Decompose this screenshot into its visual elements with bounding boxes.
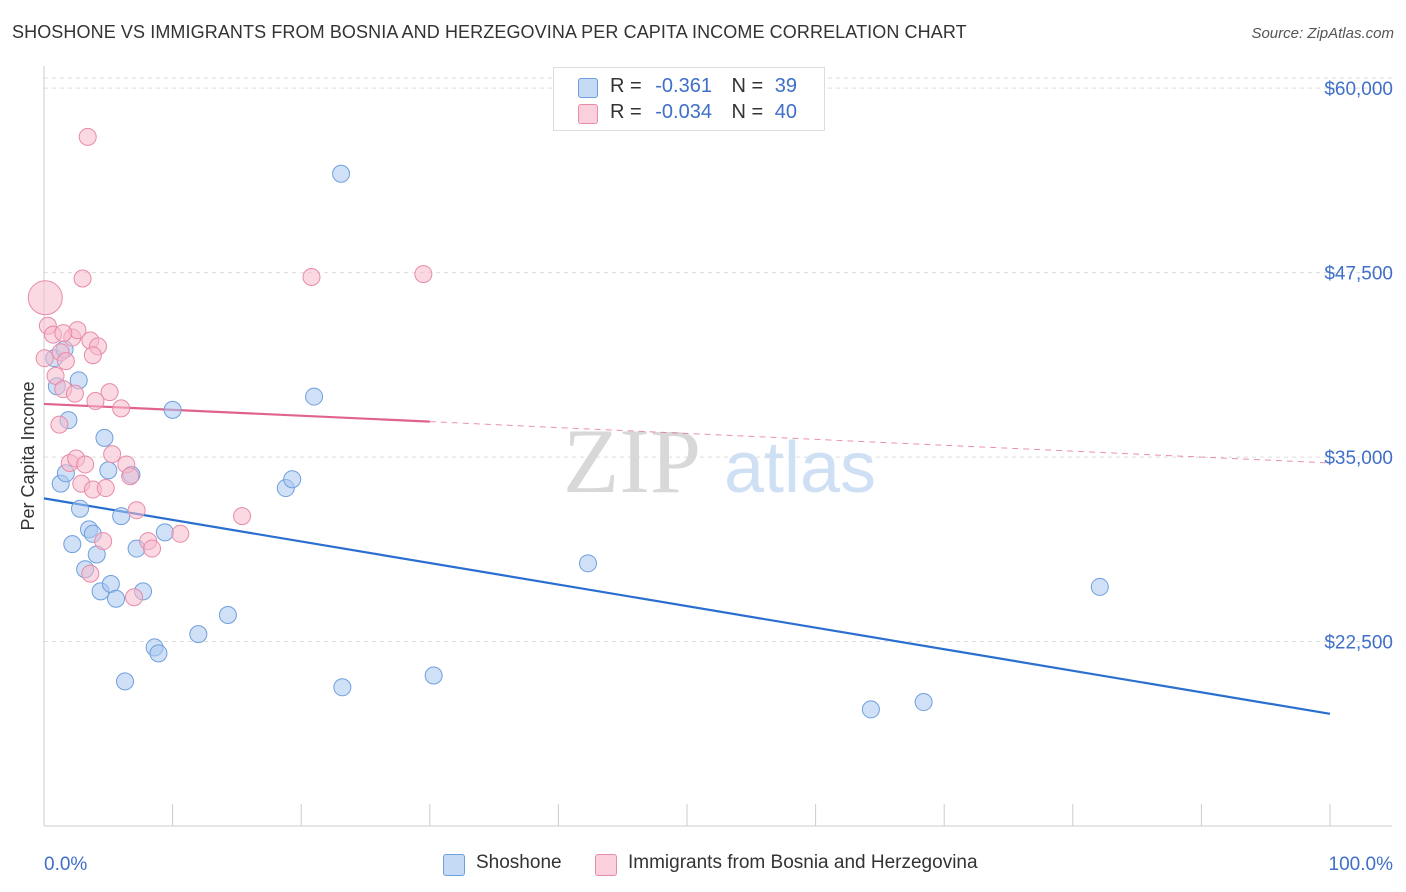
shoshone-point (1090, 577, 1109, 596)
n-value: 40 (774, 101, 798, 123)
bosnia-point (127, 501, 146, 520)
shoshone-point (63, 535, 82, 554)
y-tick-label: $60,000 (1324, 79, 1393, 100)
data-points (27, 127, 1109, 719)
axes (43, 66, 1392, 827)
bosnia-point (65, 384, 84, 403)
bosnia-point (27, 280, 63, 316)
bosnia-point (100, 383, 119, 402)
n-label: N = (731, 75, 764, 97)
shoshone-point (107, 589, 126, 608)
shoshone-point (163, 400, 182, 419)
bosnia-point (125, 588, 144, 607)
bosnia-point (46, 366, 65, 385)
legend-label: Immigrants from Bosnia and Herzegovina (628, 852, 978, 873)
shoshone-point (578, 554, 597, 573)
shoshone-point (149, 644, 168, 663)
shoshone-point (71, 499, 90, 518)
shoshone-point (99, 461, 118, 480)
legend-row-text: R = -0.361 N = 39 (610, 75, 797, 98)
bosnia-point (94, 532, 113, 551)
trend-lines (43, 402, 1331, 715)
bosnia-point (81, 564, 100, 583)
y-axis-label: Per Capita Income (18, 381, 38, 530)
trend-line-dashed (429, 421, 1331, 464)
bosnia-point (76, 455, 95, 474)
r-value: -0.361 (655, 75, 712, 97)
shoshone-point (333, 678, 352, 697)
shoshone-point (914, 693, 933, 712)
bosnia-point (56, 352, 75, 371)
gridlines (44, 77, 1392, 643)
shoshone-point (112, 507, 131, 526)
trend-line-solid (43, 402, 430, 423)
shoshone-point (305, 387, 324, 406)
shoshone-swatch (443, 854, 465, 876)
bosnia-point (83, 346, 102, 365)
bosnia-swatch (595, 854, 617, 876)
legend-label: Shoshone (476, 852, 562, 873)
source-label: Source: ZipAtlas.com (1251, 25, 1394, 42)
bosnia-point (50, 415, 69, 434)
bosnia-point (86, 391, 105, 410)
shoshone-point (218, 605, 237, 624)
y-tick-label: $22,500 (1324, 633, 1393, 654)
watermark-zip: ZIP (563, 410, 701, 512)
shoshone-point (283, 470, 302, 489)
n-label: N = (731, 101, 764, 123)
bosnia-point (233, 507, 252, 526)
shoshone-swatch (578, 78, 598, 98)
trend-line-solid (43, 497, 1331, 715)
bosnia-point (121, 467, 140, 486)
shoshone-point (95, 428, 114, 447)
bosnia-point (414, 265, 433, 284)
bosnia-point (171, 524, 190, 543)
bosnia-swatch (578, 104, 598, 124)
shoshone-point (424, 666, 443, 685)
bosnia-point (96, 479, 115, 498)
watermark: ZIP atlas (563, 410, 876, 512)
y-tick-label: $35,000 (1324, 448, 1393, 469)
shoshone-point (116, 672, 135, 691)
bosnia-point (54, 324, 73, 343)
shoshone-point (861, 700, 880, 719)
bosnia-point (143, 539, 162, 558)
chart-title: SHOSHONE VS IMMIGRANTS FROM BOSNIA AND H… (12, 22, 967, 42)
shoshone-point (189, 625, 208, 644)
bosnia-point (103, 445, 122, 464)
bosnia-point (78, 127, 97, 146)
x-tick-label: 0.0% (44, 854, 87, 875)
bosnia-point (112, 399, 131, 418)
legend-row-text: R = -0.034 N = 40 (610, 101, 797, 124)
axis-labels: $22,500 $35,000 $47,500 $60,000 0.0% 100.0% Pe… (18, 79, 1393, 875)
shoshone-point (155, 523, 174, 542)
watermark-atlas: atlas (724, 428, 876, 508)
r-label: R = (610, 101, 642, 123)
bosnia-point (73, 269, 92, 288)
x-tick-label: 100.0% (1329, 854, 1394, 875)
bosnia-point (35, 349, 54, 368)
correlation-legend: R = -0.361 N = 39 R = -0.034 N = 40 (553, 67, 825, 131)
n-value: 39 (774, 75, 798, 97)
bosnia-point (302, 268, 321, 287)
r-value: -0.034 (655, 101, 712, 123)
r-label: R = (610, 75, 642, 97)
y-tick-label: $47,500 (1324, 264, 1393, 285)
shoshone-point (332, 164, 351, 183)
